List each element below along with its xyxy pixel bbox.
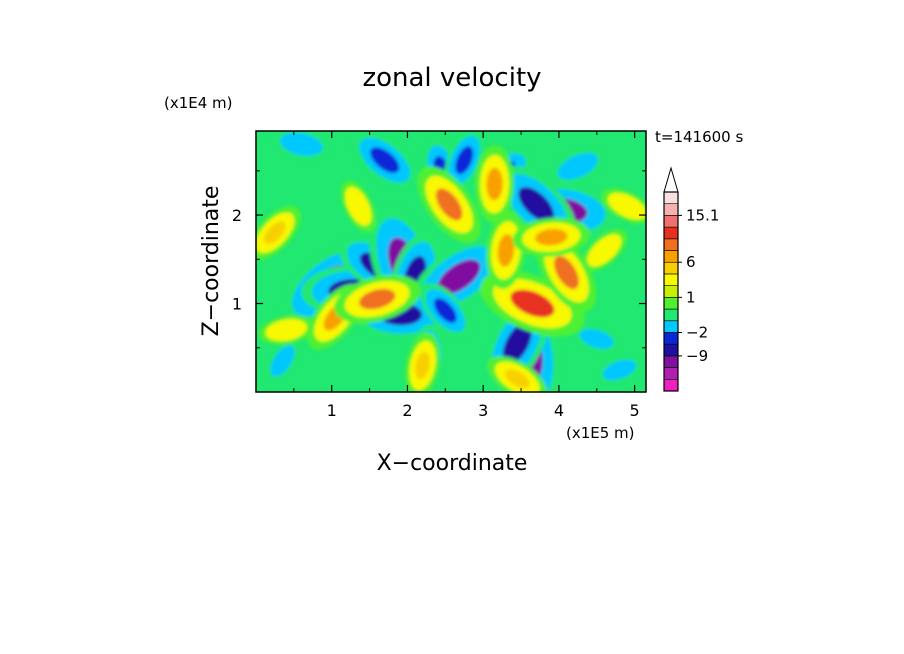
- field-feature: [274, 131, 329, 160]
- field-contour: [554, 255, 579, 290]
- colorbar-swatch: [663, 215, 679, 228]
- colorbar-swatch: [663, 273, 679, 286]
- field-contour: [370, 147, 400, 174]
- field-contour: [609, 364, 630, 376]
- field-contour: [455, 146, 474, 175]
- contour-field: [256, 131, 646, 392]
- y-unit-label: (x1E4 m): [164, 94, 233, 112]
- chart-title: zonal velocity: [362, 63, 541, 93]
- field-contour: [497, 234, 515, 267]
- x-tick-label: 1: [327, 401, 337, 420]
- colorbar-swatch: [663, 226, 679, 240]
- field-contour: [415, 351, 430, 380]
- colorbar-label: 1: [686, 288, 696, 306]
- colorbar-frame: [663, 191, 679, 392]
- colorbar-swatch: [663, 355, 679, 368]
- colorbar-swatch: [663, 332, 679, 345]
- field-contour: [275, 352, 290, 370]
- y-tick-label: 1: [232, 295, 242, 314]
- field-feature: [258, 315, 314, 345]
- field-feature: [575, 326, 619, 352]
- field-contour: [587, 333, 607, 345]
- colorbar-label: −2: [686, 323, 708, 341]
- field-feature: [444, 131, 485, 192]
- field-contour: [486, 167, 503, 201]
- field-feature: [486, 211, 526, 290]
- field-feature: [352, 131, 418, 189]
- field-contour: [502, 322, 532, 364]
- plot-frame: [255, 130, 647, 393]
- colorbar-label: 15.1: [686, 206, 719, 224]
- field-feature: [512, 217, 590, 257]
- field-feature: [405, 332, 441, 392]
- field-feature: [334, 274, 421, 324]
- field-feature: [475, 145, 514, 223]
- field-contour: [350, 195, 366, 218]
- field-feature: [256, 205, 301, 260]
- colorbar-swatch: [663, 308, 679, 322]
- field-contour: [616, 198, 638, 214]
- colorbar-label: −9: [686, 347, 708, 365]
- colorbar-swatch: [663, 285, 679, 298]
- field-feature: [420, 283, 471, 339]
- x-tick-label: 2: [402, 401, 412, 420]
- colorbar-swatch: [663, 343, 679, 357]
- field-contour: [274, 323, 298, 337]
- colorbar-label: 6: [686, 253, 696, 271]
- colorbar-swatch: [663, 367, 679, 380]
- colorbar-arrow: [663, 166, 679, 193]
- field-feature: [598, 356, 641, 383]
- colorbar: −9 −2 1 6 15.1: [663, 166, 719, 392]
- colorbar-swatch: [663, 191, 679, 205]
- field-contour: [437, 259, 481, 295]
- x-tick-label: 5: [630, 401, 640, 420]
- field-contour: [289, 137, 314, 151]
- x-axis-label: X−coordinate: [377, 451, 528, 476]
- colorbar-swatch: [663, 297, 679, 310]
- colorbar-swatch: [663, 238, 679, 251]
- field-feature: [267, 341, 298, 381]
- field-feature: [417, 166, 481, 243]
- field-contour: [566, 158, 590, 175]
- x-unit-label: (x1E5 m): [566, 424, 635, 442]
- field-contour: [435, 188, 463, 221]
- field-feature: [581, 229, 628, 272]
- x-tick-label: 4: [554, 401, 564, 420]
- field-contour: [535, 228, 568, 246]
- field-feature: [340, 180, 376, 232]
- field-contour: [510, 289, 555, 318]
- field-feature: [551, 149, 604, 184]
- field-contour: [264, 221, 286, 245]
- colorbar-swatch: [663, 250, 679, 263]
- field-contour: [359, 288, 396, 310]
- field-contour: [433, 298, 457, 323]
- y-tick-label: 2: [232, 206, 242, 225]
- time-label: t=141600 s: [655, 128, 743, 146]
- field-contour: [594, 241, 614, 260]
- x-tick-label: 3: [478, 401, 488, 420]
- field-feature: [487, 356, 547, 392]
- field-contour: [518, 186, 555, 222]
- colorbar-swatch: [663, 203, 679, 216]
- colorbar-swatch: [663, 320, 679, 333]
- colorbar-swatch: [663, 378, 679, 392]
- colorbar-swatch: [663, 261, 679, 275]
- field-contour: [504, 369, 530, 389]
- y-axis-label: Z−coordinate: [199, 186, 224, 337]
